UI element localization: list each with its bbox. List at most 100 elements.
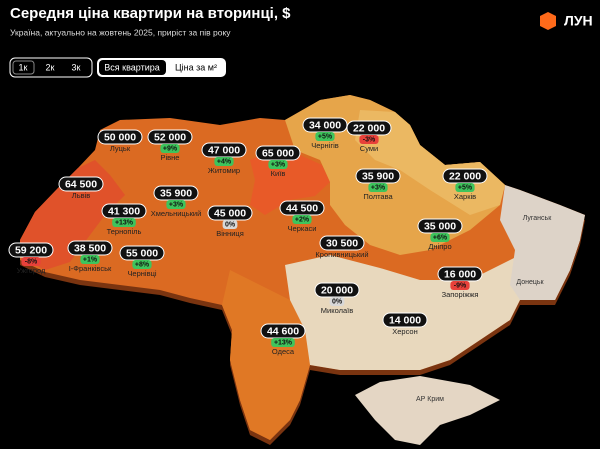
region-label: 41 300 +13%Тернопіль [101,203,147,236]
change: -9% [454,283,467,290]
price: 45 000 [214,207,246,219]
change-pill [214,157,234,166]
city-name: Житомир [208,166,240,175]
room-tab[interactable]: 3к [72,62,81,72]
price-pill [319,235,365,251]
region-label: 16 000 -9%Запоріжжя [437,266,483,299]
change-pill [166,200,186,209]
change-pill [80,255,100,264]
mode-tab[interactable]: Вся квартира [104,62,159,72]
city-name: Полтава [363,192,393,201]
change: +4% [217,159,232,166]
price: 22 000 [449,170,481,182]
change: +13% [115,220,134,227]
change: 0% [225,222,236,229]
city-name: Херсон [392,327,418,336]
city-name: Тернопіль [107,227,142,236]
room-tab[interactable]: 1к [19,62,28,72]
price: 64 500 [65,178,97,190]
price: 41 300 [108,205,140,217]
selected-tab [99,60,166,75]
region-label: 47 000 +4%Житомир [201,142,247,175]
price: 55 000 [126,247,158,259]
change: -8% [25,259,38,266]
region-label: 35 900 +3%Хмельницький [151,185,202,218]
region-label: 44 500 +2%Черкаси [279,200,325,233]
change-pill [268,160,288,169]
logo: ЛУН [540,12,593,30]
area-label: Донецьк [516,279,544,286]
region-label: 52 000 +9%Рівне [147,129,193,162]
city-name: Ужгород [17,266,46,275]
mode-tab[interactable]: Ціна за м² [175,62,217,72]
price-pill [382,312,428,328]
city-name: Львів [72,191,90,200]
price: 59 200 [15,244,47,256]
change-pill [112,218,136,227]
city-name: Чернівці [127,269,156,278]
region-crimea [355,376,500,445]
change: +9% [163,146,178,153]
price: 65 000 [262,147,294,159]
change-pill [455,183,475,192]
region-east [500,185,585,300]
area-label: Луганськ [523,215,552,222]
change-pill [132,260,152,269]
change-pill [222,220,238,229]
price: 47 000 [208,144,240,156]
price: 22 000 [353,122,385,134]
region-label: 59 200 -8%Ужгород [8,242,54,275]
region-label: 35 000 +6%Дніпро [417,218,463,251]
region-label: 34 000 +5%Чернігів [302,117,348,150]
title: Середня ціна квартири на вторинці, $ [10,5,291,22]
region-label: 22 000 +5%Харків [442,168,488,201]
change: +8% [135,262,150,269]
city-name: Дніпро [428,242,451,251]
region-label: 38 500 +1%І-Франківськ [67,240,113,273]
selected-tab [12,60,35,75]
change-pill [271,338,295,347]
price: 35 900 [362,170,394,182]
city-name: Рівне [161,153,180,162]
region-label: 20 000 0%Миколаїв [314,282,360,315]
change: +5% [458,185,473,192]
room-tab[interactable]: 2к [46,62,55,72]
price: 20 000 [321,284,353,296]
region-label: 55 000 +8%Чернівці [119,245,165,278]
price: 44 500 [286,202,318,214]
change-pill [21,257,41,266]
change: -3% [363,137,376,144]
city-name: Суми [360,144,378,153]
region-label: 35 900 +3%Полтава [355,168,401,201]
city-name: Кропивницький [315,250,368,259]
change-pill [359,135,379,144]
change-pill [160,144,180,153]
price: 34 000 [309,119,341,131]
region-south-west [222,270,310,440]
change: +6% [433,235,448,242]
city-name: І-Франківськ [69,264,112,273]
logo-text: ЛУН [564,13,593,29]
city-name: Черкаси [288,224,317,233]
price: 35 000 [424,220,456,232]
price-pill [58,176,104,192]
city-name: Вінниця [216,229,244,238]
city-name: Хмельницький [151,209,202,218]
change-pill [368,183,388,192]
change: +3% [169,202,184,209]
city-name: Чернігів [311,141,339,150]
change-pill [329,297,345,306]
area-label: АР Крим [416,396,444,403]
city-name: Запоріжжя [442,290,479,299]
change: +13% [274,340,293,347]
change: +2% [295,217,310,224]
subtitle: Україна, актуально на жовтень 2025, прир… [10,27,231,37]
price: 30 500 [326,237,358,249]
region-south [285,240,580,370]
price: 14 000 [389,314,421,326]
change-pill [430,233,450,242]
